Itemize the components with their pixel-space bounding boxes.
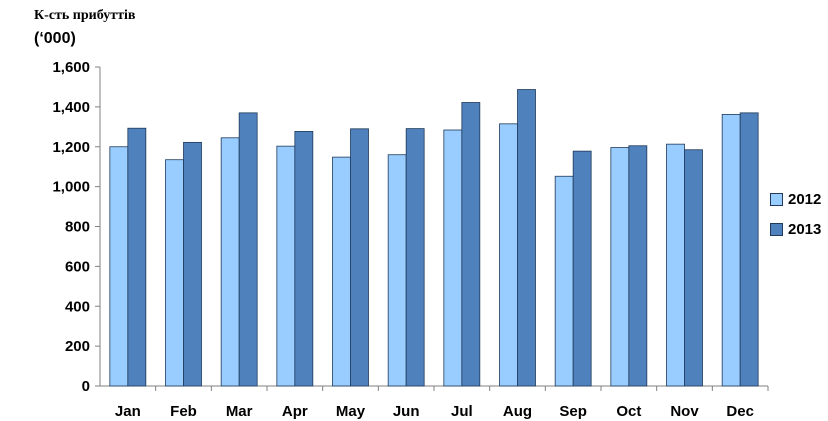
x-tick-label: Jun: [393, 403, 420, 420]
legend-item-2012: 2012: [770, 186, 821, 212]
bar-2013-oct: [628, 145, 648, 387]
bar-2013-dec: [739, 112, 759, 387]
x-tick-label: Oct: [616, 403, 641, 420]
bar-2013-jul: [461, 102, 481, 387]
y-tick-label: 600: [65, 258, 90, 275]
x-tick-label: Feb: [170, 403, 197, 420]
bar-2012-nov: [666, 143, 685, 387]
bar-2013-mar: [238, 112, 258, 387]
legend-item-2013: 2013: [770, 216, 821, 242]
bar-2012-may: [332, 156, 351, 387]
bar-2013-feb: [183, 141, 202, 387]
y-tick-label: 1,000: [52, 179, 90, 196]
bar-2012-feb: [165, 159, 184, 387]
bar-2012-apr: [276, 145, 296, 387]
legend-swatch-2013: [770, 222, 783, 236]
y-tick-label: 800: [65, 219, 90, 236]
bar-2013-sep: [572, 150, 592, 387]
bar-2013-aug: [517, 89, 536, 387]
legend-swatch-2012: [770, 192, 783, 206]
x-tick-label: Aug: [503, 403, 532, 420]
x-tick-label: Apr: [282, 403, 308, 420]
y-tick-label: 1,200: [52, 139, 90, 156]
x-tick-label: Mar: [226, 403, 253, 420]
chart-title: К-сть прибуттів: [34, 8, 136, 23]
x-tick-label: May: [336, 403, 366, 420]
bar-2012-jul: [443, 129, 463, 387]
bar-2013-jan: [127, 127, 147, 387]
legend-label-2012: 2012: [788, 190, 822, 208]
legend: 2012 2013: [770, 186, 821, 246]
bar-2012-jan: [109, 146, 129, 387]
x-tick-label: Sep: [559, 403, 587, 420]
y-tick-label: 1,400: [52, 99, 90, 116]
bar-2013-may: [350, 128, 369, 387]
x-tick-label: Nov: [670, 403, 699, 420]
x-tick-label: Jan: [115, 403, 141, 420]
bar-2012-sep: [554, 175, 574, 387]
x-tick-label: Dec: [726, 403, 754, 420]
y-tick-label: 1,600: [52, 59, 90, 76]
y-tick-label: 400: [65, 298, 90, 315]
y-unit-label: (‘000): [34, 30, 76, 47]
y-tick-label: 0: [82, 378, 90, 395]
x-tick-label: Jul: [451, 403, 473, 420]
bar-2012-oct: [610, 147, 630, 387]
bar-2013-jun: [405, 128, 425, 387]
legend-label-2013: 2013: [788, 220, 822, 238]
bar-2012-dec: [721, 114, 741, 387]
bar-2012-jun: [387, 154, 407, 387]
y-tick-label: 200: [65, 338, 90, 355]
bar-2013-nov: [684, 149, 703, 387]
bar-2013-apr: [294, 130, 314, 387]
bar-2012-mar: [220, 137, 240, 387]
bar-2012-aug: [499, 123, 518, 387]
